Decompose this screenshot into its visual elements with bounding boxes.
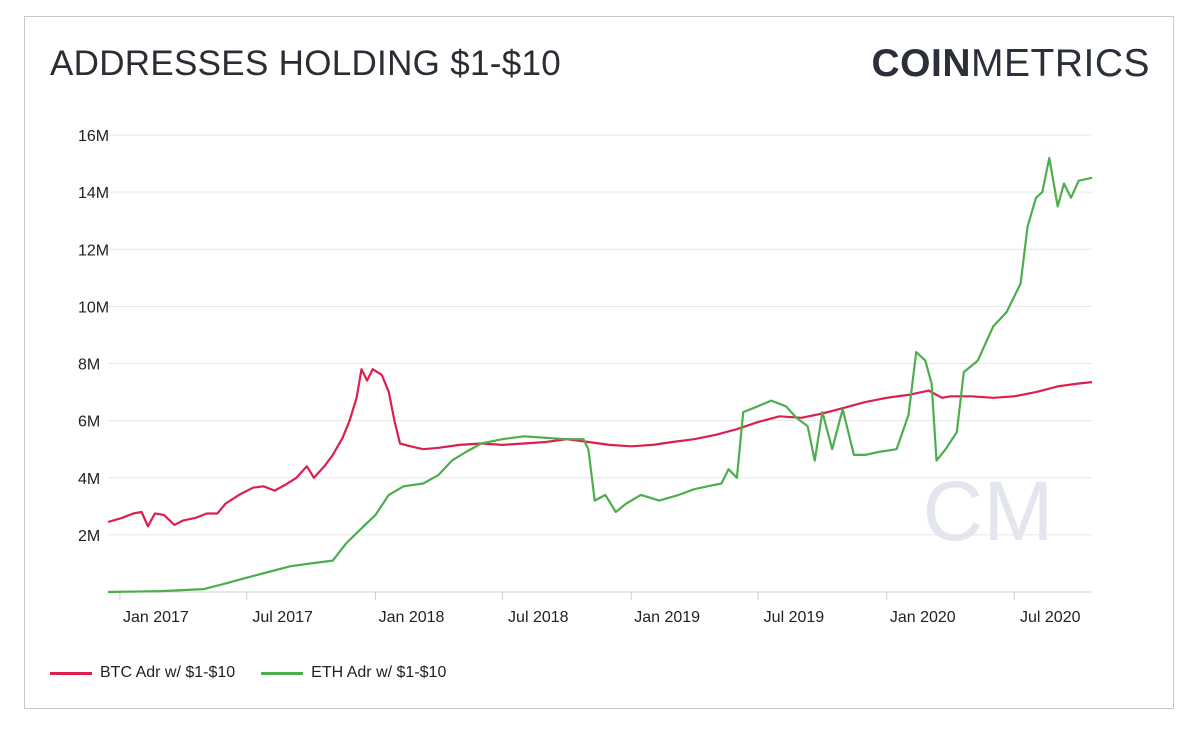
legend-label: BTC Adr w/ $1-$10 — [100, 664, 236, 681]
page-title: ADDRESSES HOLDING $1-$10 — [50, 44, 561, 83]
x-tick-label: Jul 2018 — [508, 609, 569, 626]
logo-bold-text: COIN — [871, 42, 971, 85]
x-tick-label: Jul 2020 — [1020, 609, 1081, 626]
y-axis: 2M 4M 6M 8M 10M 12M 14M 16M — [78, 128, 109, 545]
y-tick-label: 2M — [78, 528, 100, 545]
legend-swatch — [261, 671, 304, 675]
legend-item[interactable]: BTC Adr w/ $1-$10 — [50, 664, 235, 682]
y-tick-label: 12M — [78, 242, 109, 259]
x-tick-label: Jul 2019 — [764, 609, 825, 626]
x-tick-label: Jan 2019 — [634, 609, 700, 626]
legend-item[interactable]: ETH Adr w/ $1-$10 — [261, 664, 446, 682]
y-tick-label: 8M — [78, 357, 100, 374]
x-tick-label: Jan 2017 — [123, 609, 189, 626]
y-tick-label: 14M — [78, 185, 109, 202]
y-tick-label: 16M — [78, 128, 109, 145]
x-tick-label: Jul 2017 — [252, 609, 313, 626]
series-line-1 — [107, 156, 1093, 594]
legend-swatch — [50, 671, 92, 675]
grid-lines — [108, 134, 1092, 593]
logo-light-text: METRICS — [971, 42, 1150, 85]
cm-watermark: CM — [923, 464, 1054, 558]
x-tick-label: Jan 2020 — [890, 609, 956, 626]
x-tick-label: Jan 2018 — [379, 609, 445, 626]
series-lines — [107, 156, 1093, 594]
series-line-0 — [107, 368, 1093, 528]
legend: BTC Adr w/ $1-$10 ETH Adr w/ $1-$10 — [50, 664, 446, 682]
y-tick-label: 4M — [78, 471, 100, 488]
coinmetrics-logo: COINMETRICS — [872, 42, 1151, 86]
chart-frame — [24, 16, 1174, 709]
x-axis: Jan 2017 Jul 2017 Jan 2018 Jul 2018 Jan 2019… — [119, 592, 1081, 626]
legend-label: ETH Adr w/ $1-$10 — [311, 664, 447, 681]
y-tick-label: 10M — [78, 299, 109, 316]
y-tick-label: 6M — [78, 414, 100, 431]
